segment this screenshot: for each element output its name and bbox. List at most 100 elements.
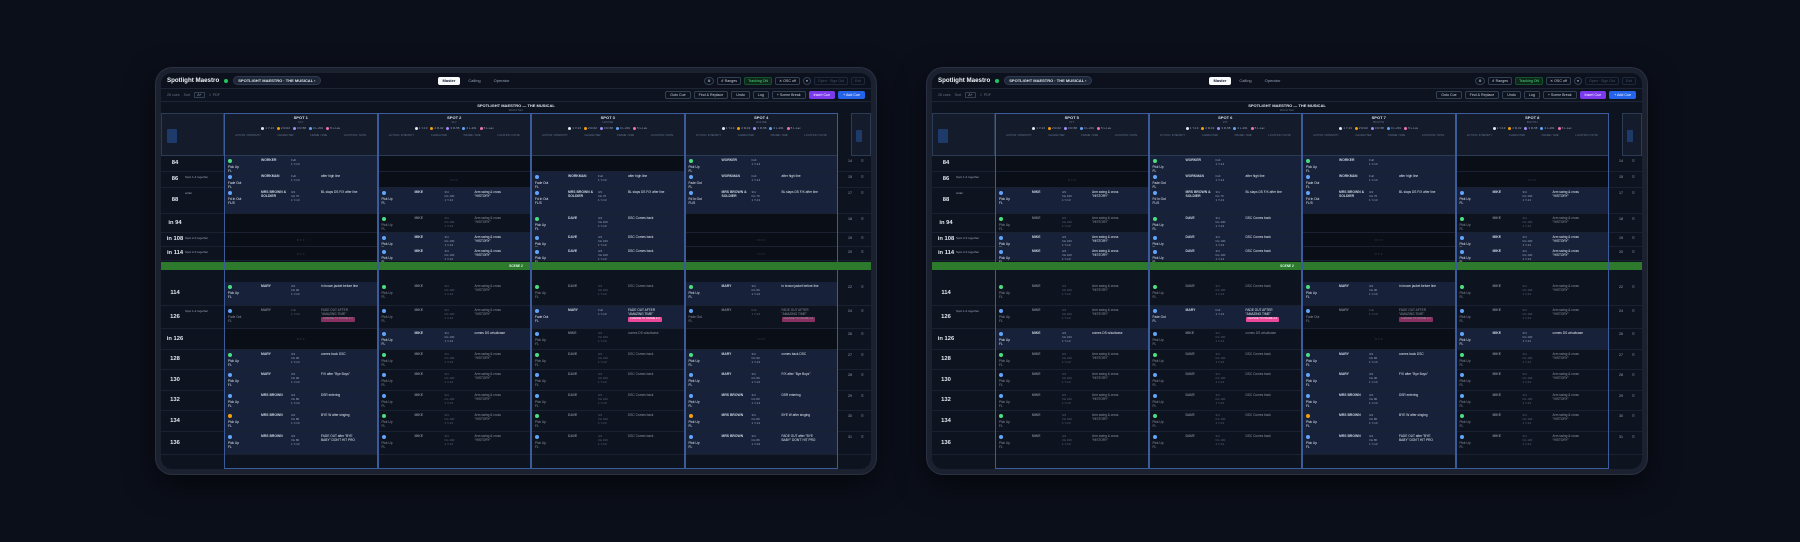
delete-icon[interactable]: ☰ [860, 175, 864, 179]
toolbar-button-4[interactable]: + Scene Break [771, 91, 806, 99]
spot-cell[interactable]: Fade Out FL MARY Full 1 Y-13 FADE OUT AFTER… [684, 306, 839, 328]
spot-cell[interactable]: Fd In Out FL/S MRS BROWN & SOLDIER 3/4 Iri… [531, 188, 685, 213]
cue-row[interactable]: Pick Up FL MARY 3/4 Iris 90 1 Y-13 F/X afte… [161, 370, 871, 391]
ranges-button[interactable]: ↺ Ranges [1487, 76, 1513, 85]
delete-icon[interactable]: ☰ [860, 353, 864, 357]
spot-cell[interactable]: Fd In Out FL/S MRS BROWN & SOLDIER 3/4 Iri… [1148, 188, 1302, 213]
add-cue-button[interactable]: + Add Cue [838, 91, 865, 99]
user-icon[interactable]: ● [1573, 76, 1583, 85]
spot-cell[interactable]: Pick Up FL MARY 3/4 Iris 90 1 Y-13 comes ba… [1302, 350, 1456, 369]
spot-cell[interactable]: Fade Out FL WORKMAN Full 1 Y-13 after high … [1302, 172, 1456, 189]
spot-cell[interactable]: Pick Up FL MIKE 3/4 Iris 100 1 Y-13 comes D… [377, 329, 531, 349]
spot-cell[interactable]: OFF [1302, 247, 1456, 260]
cue-row[interactable]: Pick Up FL MIKE 3/4 Iris 100 1 Y-13 comes D… [932, 329, 1642, 350]
spot-cell[interactable]: Pick Up FL WORKER Full 1 Y-13 [684, 156, 838, 173]
delete-icon[interactable]: ☰ [860, 309, 864, 313]
delete-icon[interactable]: ☰ [860, 191, 864, 195]
spot-cell[interactable]: OFF [684, 233, 838, 246]
delete-icon[interactable]: ☰ [1631, 191, 1635, 195]
delete-icon[interactable]: ☰ [1631, 394, 1635, 398]
spot-cell[interactable]: Pick Up FL MARY 3/4 Iris 90 1 Y-13 F/X afte… [224, 370, 378, 390]
spot-cell[interactable]: Pick Up FL MIKE 3/4 Iris 100 1 Y-13 comes D… [1455, 329, 1609, 349]
cue-row[interactable]: Fd In Out FL/S MRS BROWN & SOLDIER 3/4 Iri… [161, 188, 871, 214]
delete-icon[interactable]: ☰ [860, 236, 864, 240]
insert-cue-button[interactable]: Insert Cue [1579, 91, 1607, 99]
delete-icon[interactable]: ☰ [860, 250, 864, 254]
delete-icon[interactable]: ☰ [1631, 414, 1635, 418]
delete-icon[interactable]: ☰ [860, 332, 864, 336]
spot-cell[interactable]: Pick Up FL MIKE 3/4 Iris 100 1 Y-13 comes D… [1148, 329, 1303, 349]
spot-cell[interactable]: Pick Up FL MARY 3/4 Iris 90 1 Y-13 comes ba… [684, 350, 838, 369]
font-size-button[interactable]: A+ [194, 92, 205, 98]
spot-cell[interactable]: Pick Up FL MIKE 3/4 Iris 100 1 Y-13 comes D… [531, 329, 685, 349]
delete-icon[interactable]: ☰ [860, 435, 864, 439]
spot-cell[interactable]: Pick Up FL MARY 3/4 Iris 90 1 Y-13 F/X afte… [1302, 370, 1456, 390]
spot-cell[interactable] [684, 214, 838, 232]
toolbar-button-2[interactable]: Undo [1502, 91, 1521, 99]
spot-cell[interactable]: OFF [995, 172, 1149, 187]
spot-cell[interactable] [224, 214, 378, 232]
delete-icon[interactable]: ☰ [1631, 373, 1635, 377]
cue-row[interactable]: Pick Up FL MRS BROWN 3/4 Iris 80 1 Y-13 FAD… [161, 432, 871, 455]
cue-row[interactable]: Pick Up FL WORKER Full 1 Y-13 Pick Up FL WOR… [932, 156, 1642, 173]
pdf-export-button[interactable]: ⇩ PDF [979, 93, 991, 97]
mode-tab-operator[interactable]: Operator [1264, 78, 1281, 83]
delete-icon[interactable]: ☰ [860, 373, 864, 377]
toolbar-button-2[interactable]: Undo [731, 91, 750, 99]
cue-row[interactable]: Pick Up FL MRS BROWN 3/4 Iris 80 1 Y-13 DSR… [161, 391, 871, 411]
delete-icon[interactable]: ☰ [860, 414, 864, 418]
spot-cell[interactable] [1455, 156, 1609, 171]
delete-icon[interactable]: ☰ [860, 217, 864, 221]
settings-icon[interactable]: ⚙ [1475, 76, 1485, 85]
cue-row[interactable]: Pick Up FL MARY 3/4 Iris 90 1 Y-13 comes ba… [161, 350, 871, 370]
scene-break[interactable]: SCENE 2 [932, 262, 1642, 270]
mode-tab-operator[interactable]: Operator [493, 78, 510, 83]
spot-cell[interactable]: Fd In Out FL/S MRS BROWN & SOLDIER 3/4 Iri… [684, 188, 838, 213]
spot-header[interactable]: SPOT 3 HOUSE 1 Y-13 2 R-02 3 R-58 4 L-201 5 L-… [531, 113, 685, 156]
spot-cell[interactable]: Pick Up FL MRS BROWN 3/4 Iris 80 1 Y-13 DSR… [684, 391, 838, 410]
ranges-button[interactable]: ↺ Ranges [716, 76, 742, 85]
sort-label[interactable]: Sort [954, 93, 962, 97]
spot-cell[interactable]: OFF [1455, 172, 1609, 187]
toolbar-button-0[interactable]: Goto Cue [665, 91, 691, 99]
exit-button[interactable]: Exit [851, 76, 865, 85]
spot-cell[interactable]: Pick Up FL MRS BROWN 3/4 Iris 80 1 Y-13 FAD… [1302, 432, 1456, 454]
spot-header[interactable]: SPOT 7 BOOTH 1 Y-13 2 R-02 3 R-58 4 L-201 5 L-… [1302, 113, 1456, 156]
toolbar-button-1[interactable]: Find & Replace [1464, 91, 1500, 99]
spot-cell[interactable]: Pick Up FL MRS BROWN 3/4 Iris 80 1 Y-13 FAD… [684, 432, 838, 454]
spot-cell[interactable]: OFF [377, 172, 531, 187]
